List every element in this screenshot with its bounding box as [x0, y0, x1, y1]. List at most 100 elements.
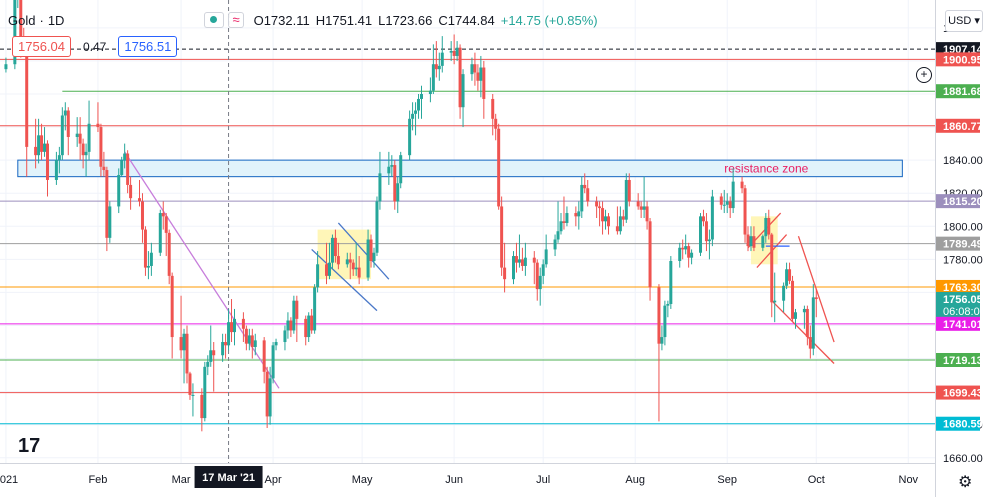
candle-body: [164, 216, 168, 233]
symbol-name[interactable]: Gold: [8, 12, 36, 28]
candle-body: [523, 257, 527, 266]
candle-body: [348, 259, 352, 263]
price-label-text: 1881.68: [943, 86, 983, 98]
candle-body: [313, 287, 317, 331]
candle-body: [271, 345, 275, 379]
candle-body: [185, 333, 189, 374]
price-label: 1860.77: [936, 118, 983, 133]
price-label: 1789.49: [936, 236, 983, 251]
x-tick-label: Nov: [899, 474, 919, 486]
candle-body: [209, 350, 213, 362]
candle-body: [126, 153, 130, 185]
price-label-bg: [936, 416, 980, 431]
price-label: 1699.43: [936, 385, 983, 400]
price-label-text: 1680.59: [943, 419, 983, 431]
add-alert-plus-icon[interactable]: +: [916, 67, 932, 83]
candle-body: [645, 206, 649, 222]
timeframe[interactable]: 1D: [47, 12, 65, 28]
candle-body: [666, 303, 670, 306]
price-label-text: 1756.05: [943, 294, 983, 306]
candle-body: [473, 64, 477, 73]
ohlc-change: +14.75 (+0.85%): [500, 12, 598, 28]
x-tick-label: 2021: [0, 474, 18, 486]
candle-body: [764, 218, 768, 237]
candle-body: [770, 234, 774, 303]
candle-body: [719, 196, 723, 205]
candle-body: [731, 181, 735, 209]
currency-selector[interactable]: USD ▾: [945, 10, 983, 32]
candle-body: [788, 269, 792, 281]
candle-body: [699, 216, 703, 253]
y-tick-label: 1800.00: [943, 221, 983, 233]
candle-body: [37, 135, 41, 156]
candle-body: [669, 260, 673, 304]
candle-body: [244, 328, 248, 344]
visibility-eye-icon[interactable]: [204, 12, 225, 28]
candle-body: [75, 133, 79, 137]
candle-body: [63, 110, 67, 116]
candle-body: [449, 50, 453, 53]
price-label-bg: [936, 236, 980, 251]
candle-body: [583, 184, 587, 189]
candle-body: [408, 118, 412, 156]
candle-body: [325, 264, 329, 276]
price-label: 1680.59: [936, 416, 983, 431]
candle-body: [514, 256, 518, 263]
candle-body: [704, 221, 708, 242]
candle-body: [411, 113, 415, 119]
candle-body: [565, 213, 569, 223]
trendline: [337, 222, 390, 280]
price-label: 1881.68: [936, 84, 983, 99]
candle-body: [476, 72, 480, 81]
candle-body: [728, 201, 732, 209]
candle-body: [437, 65, 441, 70]
gear-icon[interactable]: ⚙: [958, 474, 973, 491]
candle-body: [369, 239, 373, 261]
candle-body: [455, 47, 459, 56]
candle-body: [253, 340, 257, 347]
candle-body: [274, 342, 278, 346]
x-tick-label: Apr: [265, 474, 282, 486]
candle-body: [188, 373, 192, 395]
candle-body: [782, 285, 786, 301]
candle-body: [304, 318, 308, 338]
compare-wave-icon[interactable]: ≈: [228, 12, 244, 28]
candle-body: [292, 300, 296, 331]
price-label-bg: [936, 194, 980, 209]
candle-body: [636, 201, 640, 207]
candle-body: [431, 64, 435, 91]
candle-body: [595, 201, 599, 207]
candle-body: [541, 264, 545, 276]
candle-body: [250, 335, 254, 347]
candle-body: [307, 315, 311, 338]
candle-body: [336, 256, 340, 265]
candle-body: [624, 179, 628, 220]
candle-body: [500, 206, 504, 268]
candle-body: [544, 249, 548, 265]
candle-body: [262, 340, 266, 372]
candle-body: [54, 160, 58, 180]
candle-body: [491, 98, 495, 119]
candle-body: [230, 322, 234, 333]
buy-price-button[interactable]: 1756.51: [118, 36, 178, 57]
crosshair-date-bg: [194, 466, 263, 488]
candle-body: [740, 181, 744, 189]
candle-body: [102, 166, 106, 171]
candle-body: [387, 166, 391, 174]
candle-body: [149, 252, 153, 266]
candle-body: [143, 229, 147, 268]
candle-body: [687, 246, 691, 258]
y-tick-label: 1780.00: [943, 254, 983, 266]
candle-body: [532, 257, 536, 263]
candle-body: [161, 213, 165, 217]
y-tick-label: 1660.00: [943, 453, 983, 465]
candle-body: [440, 52, 444, 66]
candle-body: [13, 0, 17, 65]
sell-price-button[interactable]: 1756.04: [12, 36, 71, 57]
resistance-zone-box: [17, 159, 903, 178]
price-label-bg: [936, 52, 980, 67]
crosshair-date-label: 17 Mar '21: [202, 472, 255, 484]
candle-body: [34, 146, 38, 156]
ohlc-open: O1732.11: [253, 12, 310, 28]
